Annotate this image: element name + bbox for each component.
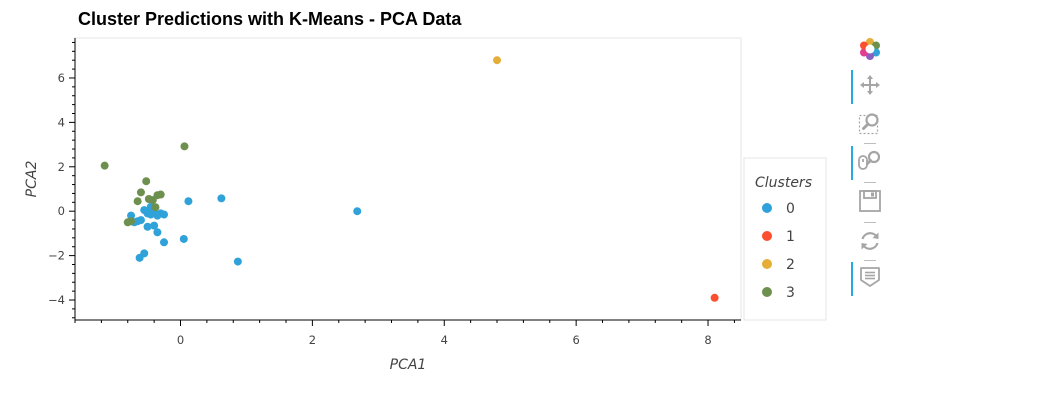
box-zoom-tool-button[interactable] [850,108,890,140]
legend-marker-1 [762,231,772,241]
y-tick-label: 2 [58,160,65,174]
legend-marker-3 [762,287,772,297]
pan-tool-button[interactable] [850,70,890,104]
hover-tool-button[interactable] [850,262,890,296]
scatter-point-cluster-1[interactable] [710,293,719,302]
legend-label-1[interactable]: 1 [786,229,795,245]
scatter-point-cluster-0[interactable] [233,257,242,266]
wheel-zoom-icon [858,150,881,170]
x-tick-label: 0 [177,333,184,347]
scatter-point-cluster-3[interactable] [142,177,151,186]
legend-marker-2 [762,259,772,269]
box-zoom-icon [858,113,879,135]
scatter-point-cluster-2[interactable] [493,56,502,65]
scatter-point-cluster-3[interactable] [133,197,142,206]
x-tick-label: 6 [572,333,579,347]
legend-title: Clusters [755,175,812,191]
scatter-point-cluster-0[interactable] [143,222,152,231]
legend-label-0[interactable]: 0 [786,201,795,217]
scatter-point-cluster-0[interactable] [135,253,144,262]
chart-title: Cluster Predictions with K-Means - PCA D… [78,9,462,29]
scatter-point-cluster-0[interactable] [150,221,159,230]
scatter-point-cluster-3[interactable] [100,161,109,170]
legend-label-3[interactable]: 3 [786,285,795,301]
bokeh-logo-icon [860,38,880,60]
y-tick-label: −4 [48,293,65,307]
scatter-point-cluster-0[interactable] [133,217,142,226]
plot-toolbar [850,34,890,304]
legend-label-2[interactable]: 2 [786,257,795,273]
scatter-point-cluster-0[interactable] [184,197,193,206]
x-tick-label: 4 [441,333,448,347]
hover-icon [860,267,880,287]
scatter-point-cluster-0[interactable] [160,210,169,219]
scatter-point-cluster-3[interactable] [180,142,189,151]
pan-icon [860,75,880,95]
save-tool-button[interactable] [850,186,890,218]
scatter-point-cluster-0[interactable] [140,206,149,215]
legend-marker-0 [762,203,772,213]
x-axis-label: PCA1 [390,357,427,373]
y-tick-label: 4 [58,115,65,129]
scatter-point-cluster-0[interactable] [153,228,162,237]
scatter-point-cluster-0[interactable] [160,238,169,247]
scatter-point-cluster-0[interactable] [179,234,188,243]
scatter-point-cluster-0[interactable] [353,207,362,216]
y-axis-label: PCA2 [24,161,40,198]
wheel-zoom-tool-button[interactable] [850,146,890,180]
y-tick-label: 6 [58,71,65,85]
scatter-point-cluster-3[interactable] [144,194,153,203]
x-tick-label: 8 [704,333,711,347]
scatter-point-cluster-0[interactable] [217,194,226,203]
plot-area [74,37,742,321]
scatter-point-cluster-3[interactable] [127,217,136,226]
reset-tool-button[interactable] [850,226,890,258]
reset-icon [861,232,879,250]
scatter-point-cluster-3[interactable] [151,203,160,212]
y-tick-label: −2 [48,249,65,263]
y-tick-label: 0 [58,204,65,218]
save-icon [859,190,881,212]
bokeh-logo-button[interactable] [850,34,890,66]
x-tick-label: 2 [309,333,316,347]
scatter-point-cluster-3[interactable] [136,188,145,197]
legend-box [743,157,827,321]
scatter-point-cluster-0[interactable] [127,211,136,220]
